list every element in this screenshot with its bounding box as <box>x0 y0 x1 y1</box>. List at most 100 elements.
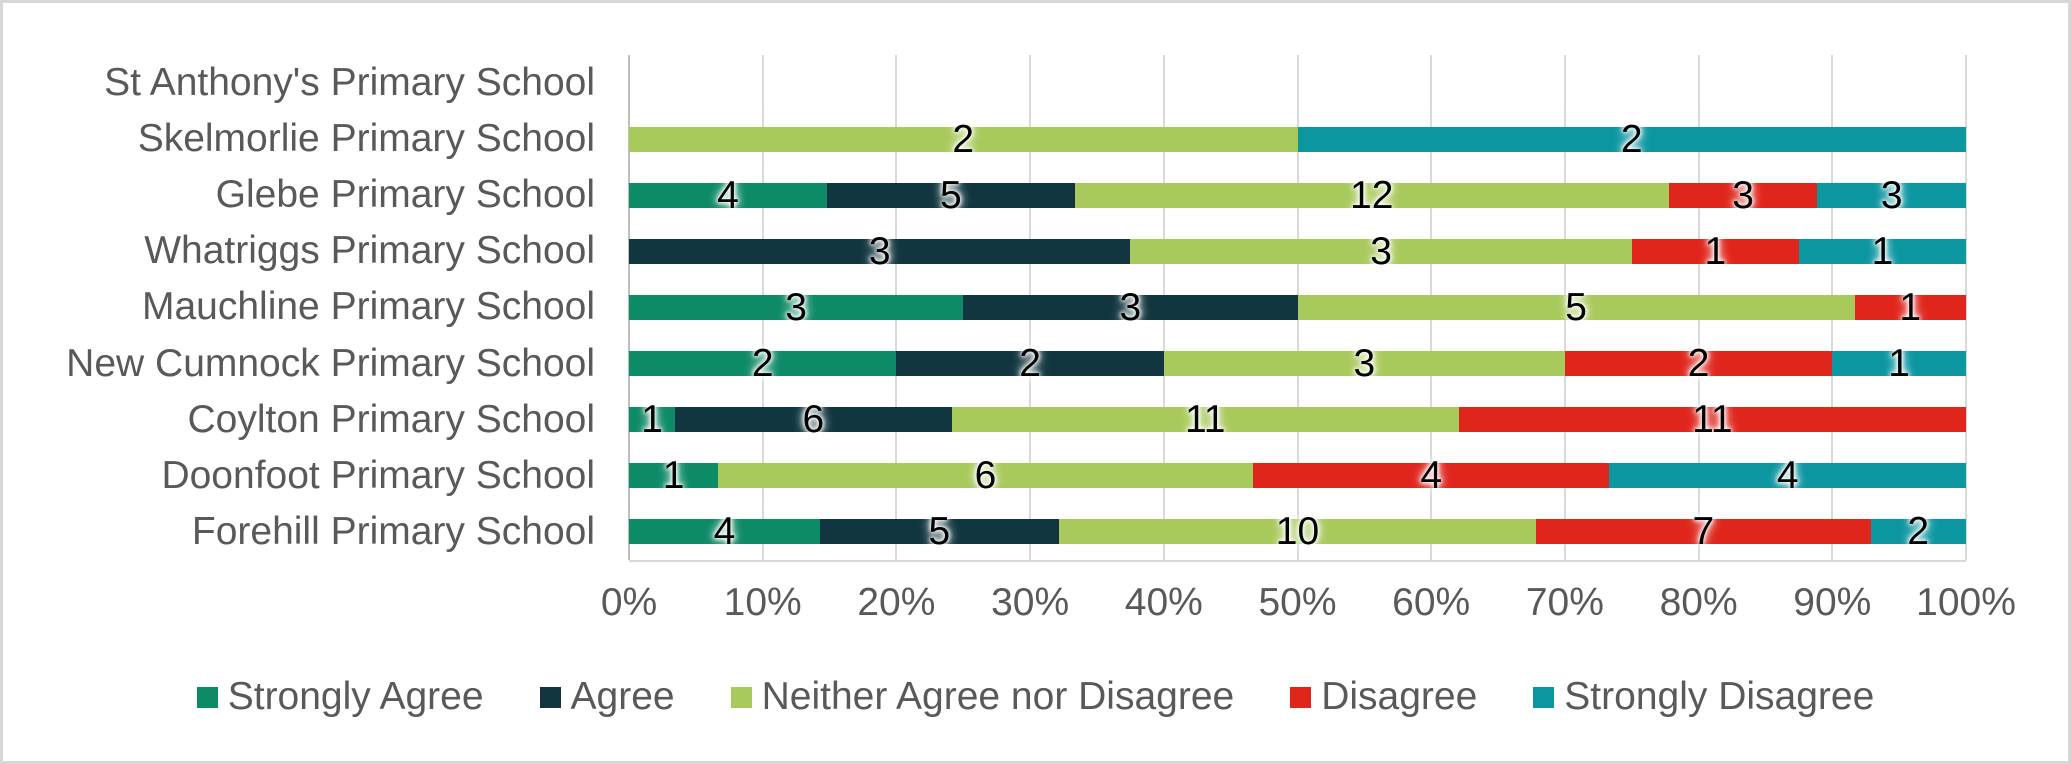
bar-segment-strongly-agree: 2 <box>629 344 897 383</box>
data-label: 2 <box>952 117 975 161</box>
bar-segment-strongly-disagree: 4 <box>1609 456 1966 495</box>
data-label: 5 <box>928 510 951 554</box>
bar-segment-strongly-disagree: 2 <box>1870 512 1966 551</box>
category-label: Coylton Primary School <box>187 397 595 441</box>
x-tick-label: 60% <box>1392 581 1471 624</box>
data-label: 3 <box>1119 286 1142 329</box>
data-label: 3 <box>868 229 891 273</box>
bar-segment-strongly-agree: 3 <box>629 288 964 327</box>
x-tick-label: 80% <box>1659 581 1738 624</box>
legend-item: Disagree <box>1290 675 1477 719</box>
data-label: 12 <box>1350 173 1394 217</box>
bar-segment-disagree: 11 <box>1458 400 1966 439</box>
bar-segment-disagree: 7 <box>1536 512 1871 551</box>
x-tick-label: 20% <box>857 581 936 624</box>
legend-label: Strongly Disagree <box>1564 675 1875 718</box>
category-label: Forehill Primary School <box>191 509 595 553</box>
legend-label: Strongly Agree <box>227 675 484 718</box>
bar-row: 3 3 1 1 <box>629 232 1966 271</box>
bar-segment-neither-agree-nor-disagree: 11 <box>951 400 1459 439</box>
data-label: 1 <box>1888 342 1910 386</box>
data-label: 4 <box>717 173 739 217</box>
bar-segment-strongly-agree: 4 <box>629 176 828 215</box>
gridline <box>1965 55 1967 560</box>
bar-segment-disagree: 1 <box>1854 288 1966 327</box>
category-label: New Cumnock Primary School <box>66 341 595 385</box>
legend-marker-icon <box>730 686 752 708</box>
data-label: 1 <box>641 398 663 442</box>
bar-segment-agree: 5 <box>827 176 1075 215</box>
bar-segment-strongly-disagree: 1 <box>1798 232 1966 271</box>
data-label: 3 <box>785 286 807 329</box>
data-label: 11 <box>1692 398 1733 442</box>
category-axis: St Anthony's Primary School Skelmorlie Pr… <box>3 55 611 560</box>
bar-segment-neither-agree-nor-disagree: 2 <box>629 120 1298 159</box>
x-tick-label: 90% <box>1793 581 1872 624</box>
legend-marker-icon <box>196 686 218 708</box>
data-label: 2 <box>1907 510 1930 554</box>
x-tick-label: 100% <box>1916 581 2016 624</box>
bar-segment-neither-agree-nor-disagree: 10 <box>1058 512 1537 551</box>
bar-segment-strongly-agree: 1 <box>629 456 719 495</box>
data-label: 4 <box>1776 454 1799 498</box>
category-label: Whatriggs Primary School <box>144 229 595 273</box>
data-label: 2 <box>1687 342 1710 386</box>
x-axis-line <box>629 560 1966 562</box>
bar-segment-agree: 6 <box>675 400 952 439</box>
data-label: 2 <box>751 342 774 386</box>
data-label: 1 <box>1704 229 1727 273</box>
bar-segment-neither-agree-nor-disagree: 12 <box>1074 176 1669 215</box>
x-tick-label: 10% <box>723 581 802 624</box>
legend-label: Agree <box>570 675 675 718</box>
data-label: 3 <box>1370 229 1392 273</box>
category-label: Skelmorlie Primary School <box>137 117 595 161</box>
bar-segment-neither-agree-nor-disagree: 3 <box>1130 232 1632 271</box>
data-label: 2 <box>1019 342 1041 386</box>
data-label: 4 <box>713 510 736 554</box>
x-tick-label: 30% <box>991 581 1070 624</box>
category-label: Doonfoot Primary School <box>161 453 595 497</box>
legend-item: Neither Agree nor Disagree <box>730 675 1235 719</box>
data-label: 5 <box>1565 286 1587 329</box>
bar-row: 3 3 5 1 <box>629 288 1966 327</box>
bar-segment-disagree: 3 <box>1668 176 1818 215</box>
bar-row: 4 5 10 7 2 <box>629 512 1966 551</box>
bar-segment-agree: 3 <box>629 232 1131 271</box>
bar-segment-strongly-agree: 4 <box>629 512 820 551</box>
bar-segment-disagree: 2 <box>1564 344 1833 383</box>
bar-segment-disagree: 4 <box>1252 456 1610 495</box>
legend-item: Strongly Agree <box>196 675 484 719</box>
data-label: 1 <box>1871 229 1894 273</box>
bar-segment-agree: 3 <box>963 288 1298 327</box>
data-label: 11 <box>1185 398 1226 442</box>
bar-segment-neither-agree-nor-disagree: 5 <box>1297 288 1855 327</box>
data-label: 6 <box>802 398 825 442</box>
bar-row: 1 6 11 11 <box>629 400 1966 439</box>
data-label: 3 <box>1880 173 1903 217</box>
bar-row: 2 2 3 2 1 <box>629 344 1966 383</box>
bar-segment-disagree: 1 <box>1631 232 1799 271</box>
bar-segment-agree: 2 <box>896 344 1164 383</box>
x-tick-label: 0% <box>600 581 658 624</box>
bar-segment-strongly-disagree: 1 <box>1832 344 1966 383</box>
bar-row: 4 5 12 3 3 <box>629 176 1966 215</box>
category-label: St Anthony's Primary School <box>104 61 595 105</box>
legend-label: Disagree <box>1321 675 1478 718</box>
bar-segment-agree: 5 <box>820 512 1059 551</box>
legend-item: Strongly Disagree <box>1533 675 1874 719</box>
legend-label: Neither Agree nor Disagree <box>761 675 1235 718</box>
bar-segment-neither-agree-nor-disagree: 3 <box>1163 344 1565 383</box>
plot-area: 2 2 4 5 12 3 3 3 3 1 1 3 3 5 1 2 2 3 2 1 1 6 11 11 1 6 4 4 4 5 10 7 2 <box>628 55 1967 562</box>
data-label: 2 <box>1620 117 1643 161</box>
data-label: 7 <box>1692 510 1715 554</box>
data-label: 1 <box>662 454 685 498</box>
x-tick-label: 70% <box>1525 581 1604 624</box>
data-label: 3 <box>1732 173 1754 217</box>
bar-segment-strongly-agree: 1 <box>629 400 676 439</box>
bar-segment-strongly-disagree: 2 <box>1297 120 1966 159</box>
x-tick-label: 50% <box>1258 581 1337 624</box>
data-label: 4 <box>1420 454 1443 498</box>
